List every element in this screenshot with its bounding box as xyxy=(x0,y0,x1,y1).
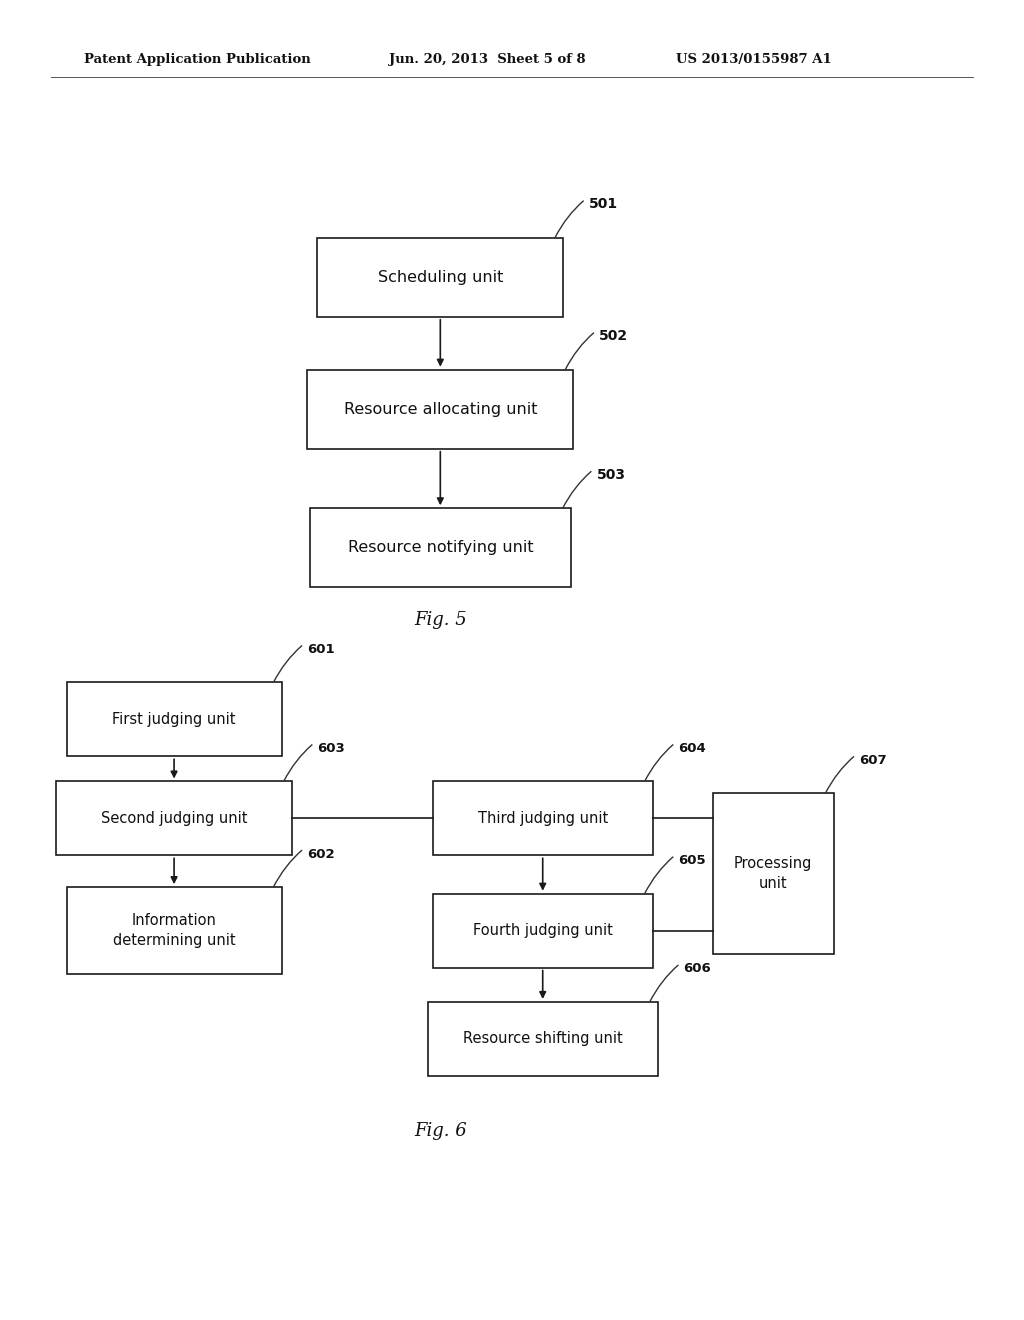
Bar xyxy=(428,1002,658,1076)
Text: 605: 605 xyxy=(679,854,706,867)
Text: 602: 602 xyxy=(307,847,335,861)
Text: Jun. 20, 2013  Sheet 5 of 8: Jun. 20, 2013 Sheet 5 of 8 xyxy=(389,53,586,66)
Text: Fourth judging unit: Fourth judging unit xyxy=(473,923,612,939)
Text: Resource notifying unit: Resource notifying unit xyxy=(347,540,534,556)
Bar xyxy=(433,781,653,855)
Bar xyxy=(317,238,563,317)
Text: Third judging unit: Third judging unit xyxy=(477,810,608,826)
Bar xyxy=(67,887,282,974)
Text: Resource allocating unit: Resource allocating unit xyxy=(344,401,537,417)
Text: Processing
unit: Processing unit xyxy=(734,857,812,891)
Bar xyxy=(713,793,834,954)
Text: Information
determining unit: Information determining unit xyxy=(113,913,236,948)
Text: Patent Application Publication: Patent Application Publication xyxy=(84,53,310,66)
Bar xyxy=(56,781,292,855)
Text: 503: 503 xyxy=(596,467,626,482)
Bar xyxy=(67,682,282,756)
Text: 601: 601 xyxy=(307,643,335,656)
Text: 501: 501 xyxy=(589,197,617,211)
Text: 603: 603 xyxy=(317,742,345,755)
Text: Resource shifting unit: Resource shifting unit xyxy=(463,1031,623,1047)
Bar xyxy=(433,894,653,968)
Text: Second judging unit: Second judging unit xyxy=(100,810,248,826)
Text: Scheduling unit: Scheduling unit xyxy=(378,269,503,285)
Text: Fig. 6: Fig. 6 xyxy=(414,1122,467,1140)
Text: 607: 607 xyxy=(859,754,887,767)
Text: 502: 502 xyxy=(599,329,628,343)
Text: 606: 606 xyxy=(684,962,712,975)
Bar xyxy=(309,508,571,587)
Text: First judging unit: First judging unit xyxy=(113,711,236,727)
Bar xyxy=(307,370,573,449)
Text: US 2013/0155987 A1: US 2013/0155987 A1 xyxy=(676,53,831,66)
Text: 604: 604 xyxy=(679,742,707,755)
Text: Fig. 5: Fig. 5 xyxy=(414,611,467,630)
